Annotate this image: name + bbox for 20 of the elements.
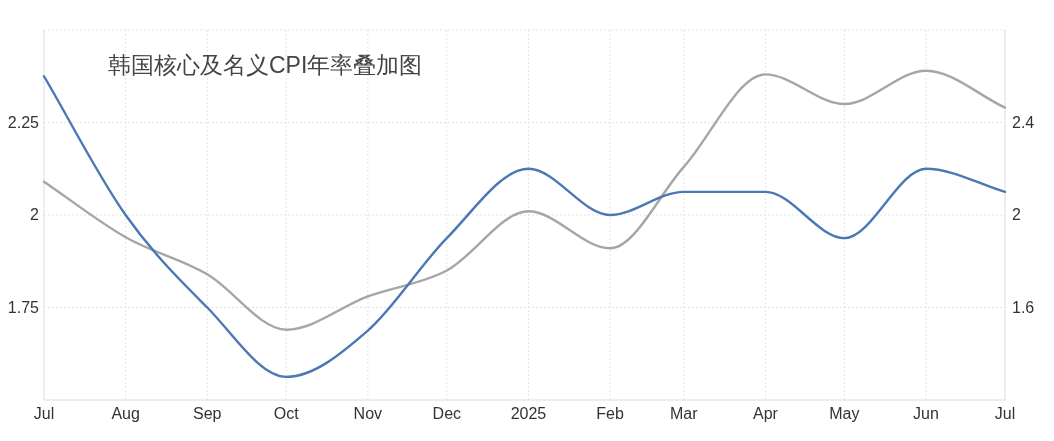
x-tick-label: Jun <box>913 405 939 422</box>
y-tick-label: 2 <box>30 206 40 223</box>
x-tick-label: Feb <box>596 405 624 422</box>
x-tick-label: Jul <box>994 405 1016 422</box>
x-tick-label: May <box>829 405 860 422</box>
text: 韩国核心及名义CPI年率叠加图 <box>108 52 423 78</box>
x-tick-label: Sep <box>193 405 222 422</box>
x-tick-label: Dec <box>432 405 462 422</box>
x-tick-label: Jul <box>33 405 55 422</box>
y-tick-label: 1.75 <box>7 298 40 316</box>
x-tick-label: Aug <box>111 405 140 422</box>
y2-tick-label: 2 <box>1012 206 1021 223</box>
x-tick-label: Nov <box>353 405 383 422</box>
y2-tick-label: 1.6 <box>1012 298 1035 316</box>
x-tick-label: Oct <box>273 405 300 422</box>
y-tick-label: 2.25 <box>7 113 40 131</box>
y2-tick-label: 2.4 <box>1012 113 1035 131</box>
x-tick-label: Apr <box>752 405 779 422</box>
x-tick-label: 2025 <box>510 405 547 422</box>
x-tick-label: Mar <box>670 405 699 422</box>
